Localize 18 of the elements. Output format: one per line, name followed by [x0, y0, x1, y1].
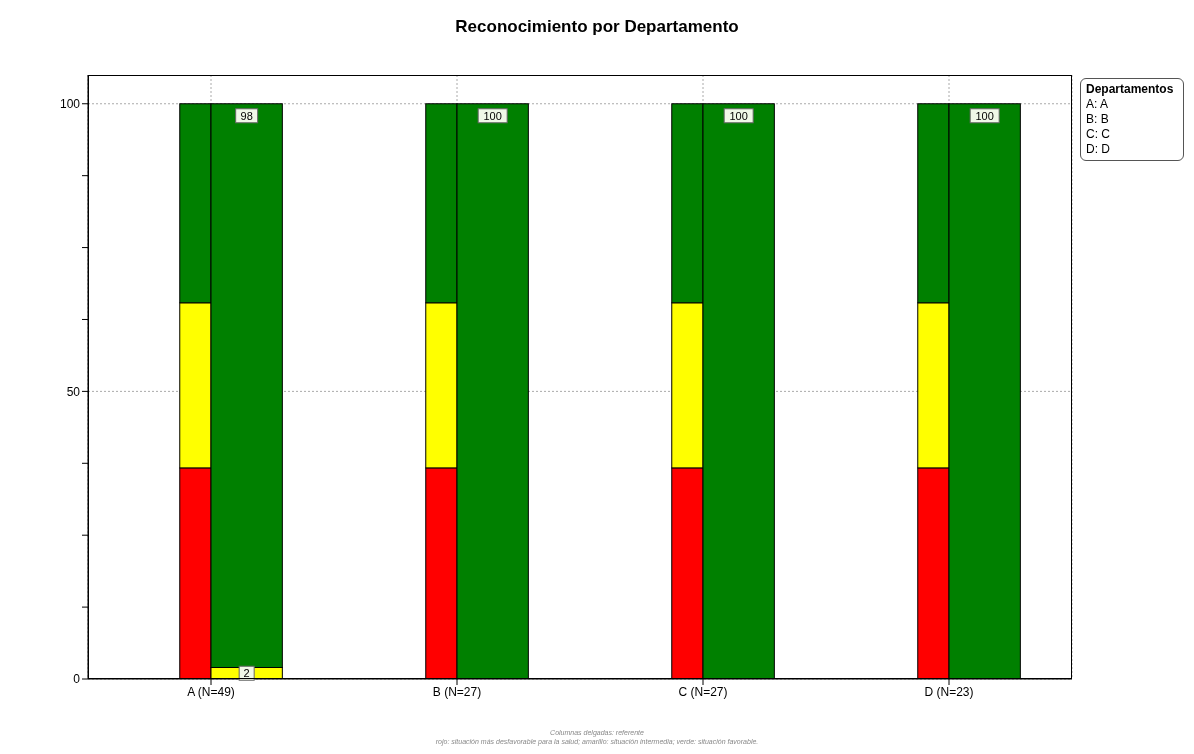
text: D: D [1086, 142, 1111, 157]
data-label: 100 [483, 109, 502, 122]
data-label: 2 [243, 667, 250, 680]
legend-title: Departamentos [1086, 82, 1175, 97]
y-tick-label: 0 [73, 672, 81, 687]
x-tick-label: C (N=27) [678, 684, 728, 699]
x-tick-label: D (N=23) [924, 684, 974, 699]
x-tick-label: B (N=27) [432, 684, 482, 699]
y-tick-label: 50 [66, 384, 81, 399]
y-tick-label: 100 [59, 97, 81, 112]
chart-title: Reconocimiento por Departamento [454, 16, 740, 37]
data-label: 100 [729, 109, 748, 122]
data-label: 100 [975, 109, 994, 122]
x-tick-label: A (N=49) [187, 684, 235, 699]
data-label: 98 [240, 109, 253, 122]
text: B: B [1086, 112, 1110, 127]
text: A: A [1086, 97, 1109, 112]
text: C: C [1086, 127, 1111, 142]
